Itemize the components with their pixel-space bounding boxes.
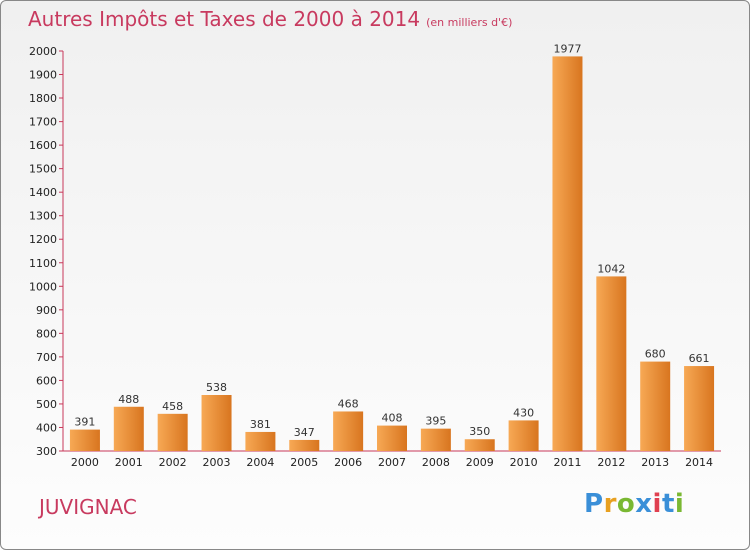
proxiti-logo: Proxiti [584, 489, 684, 519]
logo-letter: o [616, 489, 636, 519]
y-tick-label: 300 [36, 445, 57, 458]
y-tick-label: 1100 [29, 257, 57, 270]
bar-2013 [640, 361, 671, 451]
x-tick-label-2003: 2003 [203, 456, 231, 469]
value-label-2005: 347 [294, 426, 315, 439]
bar-2000 [69, 429, 100, 451]
y-tick-label: 1000 [29, 280, 57, 293]
value-label-2010: 430 [513, 406, 534, 419]
value-label-2000: 391 [74, 416, 95, 429]
x-tick-label-2007: 2007 [378, 456, 406, 469]
y-tick-label: 1600 [29, 139, 57, 152]
chart-title-main: Autres Impôts et Taxes de 2000 à 2014 [28, 7, 421, 31]
bar-2008 [420, 428, 451, 451]
x-tick-label-2012: 2012 [597, 456, 625, 469]
y-tick-label: 1800 [29, 92, 57, 105]
value-label-2006: 468 [338, 397, 359, 410]
bar-2005 [289, 439, 320, 451]
x-tick-label-2002: 2002 [159, 456, 187, 469]
x-tick-label-2006: 2006 [334, 456, 362, 469]
x-tick-label-2005: 2005 [290, 456, 318, 469]
bar-2001 [113, 406, 144, 451]
logo-letter: i [652, 489, 662, 519]
x-tick-label-2008: 2008 [422, 456, 450, 469]
y-tick-label: 1200 [29, 233, 57, 246]
bar-2004 [245, 431, 276, 451]
logo-letter: t [661, 489, 675, 519]
value-label-2008: 395 [425, 415, 446, 428]
value-label-2011: 1977 [553, 42, 581, 55]
x-tick-label-2000: 2000 [71, 456, 99, 469]
bar-2011 [552, 56, 583, 451]
y-tick-label: 1400 [29, 186, 57, 199]
bar-2002 [157, 413, 188, 451]
bar-2012 [596, 276, 627, 451]
x-axis: 2000 2001 2002 2003 2004 2005 2006 2007 2008 2009… [63, 450, 721, 469]
value-label-2007: 408 [382, 412, 403, 425]
x-tick-label-2009: 2009 [466, 456, 494, 469]
x-tick-label-2004: 2004 [246, 456, 274, 469]
x-tick-label-2013: 2013 [641, 456, 669, 469]
value-label-2003: 538 [206, 381, 227, 394]
value-label-2013: 680 [645, 348, 666, 361]
logo-letter: i [674, 489, 685, 519]
value-label-2009: 350 [469, 425, 490, 438]
value-label-2014: 661 [689, 352, 710, 365]
y-tick-label: 900 [36, 304, 57, 317]
logo-letter: P [584, 489, 604, 519]
bar-2010 [508, 420, 539, 451]
value-label-2012: 1042 [597, 262, 625, 275]
logo-letter: r [603, 489, 617, 519]
bar-2009 [464, 439, 495, 451]
chart-title-unit: (en milliers d'€) [426, 16, 513, 29]
bar-2014 [684, 366, 715, 451]
logo-letter: x [635, 489, 653, 519]
y-tick-label: 500 [36, 398, 57, 411]
bars: 391 488 458 538 381 347 468 408 395 350 430 1977 104… [69, 42, 715, 451]
y-tick-label: 1900 [29, 69, 57, 82]
bar-2006 [333, 411, 364, 451]
y-tick-label: 2000 [29, 45, 57, 58]
value-label-2004: 381 [250, 418, 271, 431]
bar-2003 [201, 395, 232, 451]
y-tick-label: 1500 [29, 163, 57, 176]
value-label-2001: 488 [118, 393, 139, 406]
x-tick-label-2014: 2014 [685, 456, 713, 469]
y-tick-label: 1700 [29, 116, 57, 129]
y-tick-label: 700 [36, 351, 57, 364]
x-tick-label-2011: 2011 [553, 456, 581, 469]
x-tick-label-2010: 2010 [510, 456, 538, 469]
chart-title: Autres Impôts et Taxes de 2000 à 2014 (en… [28, 7, 512, 31]
y-tick-label: 800 [36, 327, 57, 340]
bar-2007 [377, 425, 407, 451]
y-tick-label: 400 [36, 421, 57, 434]
x-tick-label-2001: 2001 [115, 456, 143, 469]
y-axis: 300 400 500 600 700 800 900 1000 1100 1200 1300 140… [29, 45, 64, 458]
commune-name: JUVIGNAC [39, 495, 137, 519]
value-label-2002: 458 [162, 400, 183, 413]
y-tick-label: 1300 [29, 210, 57, 223]
y-tick-label: 600 [36, 374, 57, 387]
